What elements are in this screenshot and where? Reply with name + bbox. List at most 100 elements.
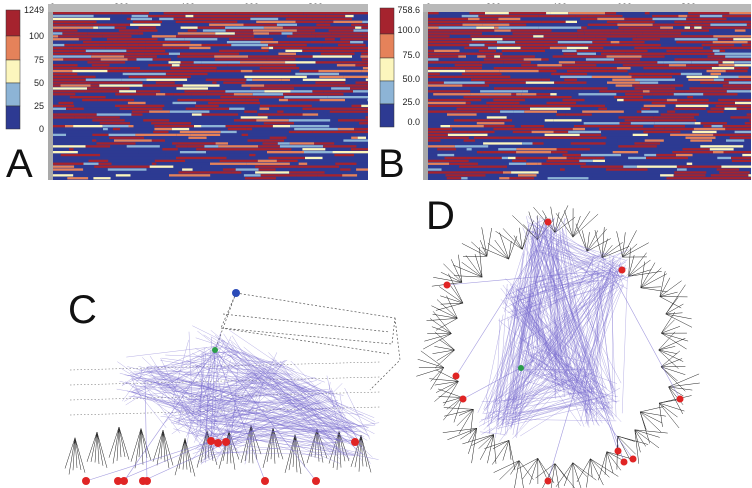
panel-c-edge xyxy=(224,351,240,361)
panel-c-edge xyxy=(209,380,317,405)
panel-d-edge xyxy=(519,299,634,460)
panel-a-cell xyxy=(168,130,180,134)
panel-d-tree-branch xyxy=(634,429,660,438)
panel-d-tree-branch xyxy=(665,284,686,315)
panel-a-cell xyxy=(88,177,94,180)
panel-b-cell xyxy=(708,104,716,108)
panel-d-tree-branch xyxy=(426,318,458,321)
panel-d-edge xyxy=(518,298,583,392)
panel-a-cell xyxy=(239,52,279,55)
panel-a-cell xyxy=(53,38,79,41)
panel-a-cell xyxy=(83,52,92,55)
panel-a-cell xyxy=(126,26,139,29)
panel-b-cell xyxy=(485,174,514,177)
panel-d-edge xyxy=(579,261,622,390)
panel-b-cell xyxy=(731,159,751,163)
panel-a-cell xyxy=(72,69,108,73)
panel-a-cell xyxy=(73,125,103,128)
panel-a-cell xyxy=(341,136,352,139)
panel-a-cell xyxy=(244,110,258,113)
panel-a-cell xyxy=(323,90,353,93)
panel-b-cell xyxy=(546,12,551,15)
panel-d-tree-branch xyxy=(460,428,477,440)
panel-b-cell xyxy=(621,153,645,157)
panel-b-cell xyxy=(676,41,713,44)
panel-a-cell xyxy=(119,116,146,119)
panel-d-tree-branch xyxy=(479,247,483,278)
panel-d-edge xyxy=(570,391,585,427)
panel-b-cell xyxy=(734,43,742,47)
panel-b-cell xyxy=(595,35,637,38)
panel-a-cell xyxy=(262,64,297,67)
panel-a-cell xyxy=(87,32,120,35)
panel-a-cell xyxy=(312,90,324,93)
panel-a-cell xyxy=(171,58,215,61)
panel-d-tree-branch xyxy=(487,434,494,464)
panel-b-cell xyxy=(468,17,480,21)
panel-b-cell xyxy=(643,125,654,128)
panel-a-cell xyxy=(165,153,205,157)
panel-a-cell xyxy=(157,38,165,41)
panel-b-cell xyxy=(494,130,500,134)
panel-a-cell xyxy=(153,130,169,134)
panel-b-cell xyxy=(574,156,596,160)
panel-d-edge xyxy=(544,234,619,452)
panel-a-cell xyxy=(231,75,245,79)
panel-a-cell xyxy=(75,93,116,96)
panel-a-cell xyxy=(278,122,294,125)
panel-a-cell xyxy=(333,12,368,15)
panel-c-level-line xyxy=(69,361,381,371)
panel-d-edge xyxy=(547,373,613,409)
panel-d-tree-branch xyxy=(447,428,477,441)
panel-b-cell xyxy=(664,127,673,131)
panel-d-tree-branch xyxy=(514,460,520,488)
panel-b-cell xyxy=(706,107,711,110)
panel-a-cell xyxy=(255,165,297,168)
panel-b-cell xyxy=(434,52,467,55)
panel-d-edge xyxy=(502,295,531,426)
panel-b-cell xyxy=(511,93,517,96)
panel-d-tree-branch xyxy=(450,259,463,283)
panel-b-cell xyxy=(605,104,644,108)
panel-d-tree-branch xyxy=(431,326,452,334)
panel-d-tree-branch xyxy=(606,451,614,474)
panel-a-cell xyxy=(138,26,156,29)
panel-c-edge xyxy=(153,398,352,427)
panel-d-edge xyxy=(530,273,592,305)
panel-b-cell xyxy=(454,145,489,148)
panel-d-edge xyxy=(527,251,585,401)
panel-a-cell xyxy=(154,159,186,163)
panel-a-legend-swatch xyxy=(5,105,21,130)
panel-b-cell xyxy=(726,38,734,41)
panel-b-cell xyxy=(737,151,751,154)
panel-a-gutter xyxy=(48,12,53,180)
panel-b-cell xyxy=(630,67,644,70)
panel-b-cell xyxy=(646,156,669,160)
panel-b-cell xyxy=(466,148,472,151)
panel-a-cell xyxy=(285,81,294,84)
panel-c-tree-branch xyxy=(316,428,320,462)
panel-a-cell xyxy=(252,61,286,64)
panel-d-edge xyxy=(611,257,614,414)
panel-c-tree-branch xyxy=(182,438,186,470)
panel-d-edge xyxy=(521,300,536,304)
panel-b-cell xyxy=(534,177,548,180)
panel-b-cell xyxy=(642,90,650,93)
panel-a-cell xyxy=(219,159,258,163)
panel-a-cell xyxy=(259,72,296,76)
panel-d-edge xyxy=(550,233,578,360)
panel-b-cell xyxy=(465,69,500,73)
legend-b-label-5: 0.0 xyxy=(407,117,420,127)
panel-a-cell xyxy=(353,14,368,18)
panel-b-cell xyxy=(604,32,611,35)
panel-a-cell xyxy=(268,49,286,53)
panel-b-cell xyxy=(486,116,507,119)
panel-c-edge xyxy=(160,358,198,437)
panel-c-tree-branch xyxy=(288,434,296,471)
panel-b-cell xyxy=(710,58,728,61)
panel-b-cell xyxy=(628,156,646,160)
panel-b-cell xyxy=(745,168,751,171)
panel-c-edge xyxy=(171,393,310,417)
panel-a-cell xyxy=(349,113,364,116)
panel-b-cell xyxy=(658,81,701,84)
